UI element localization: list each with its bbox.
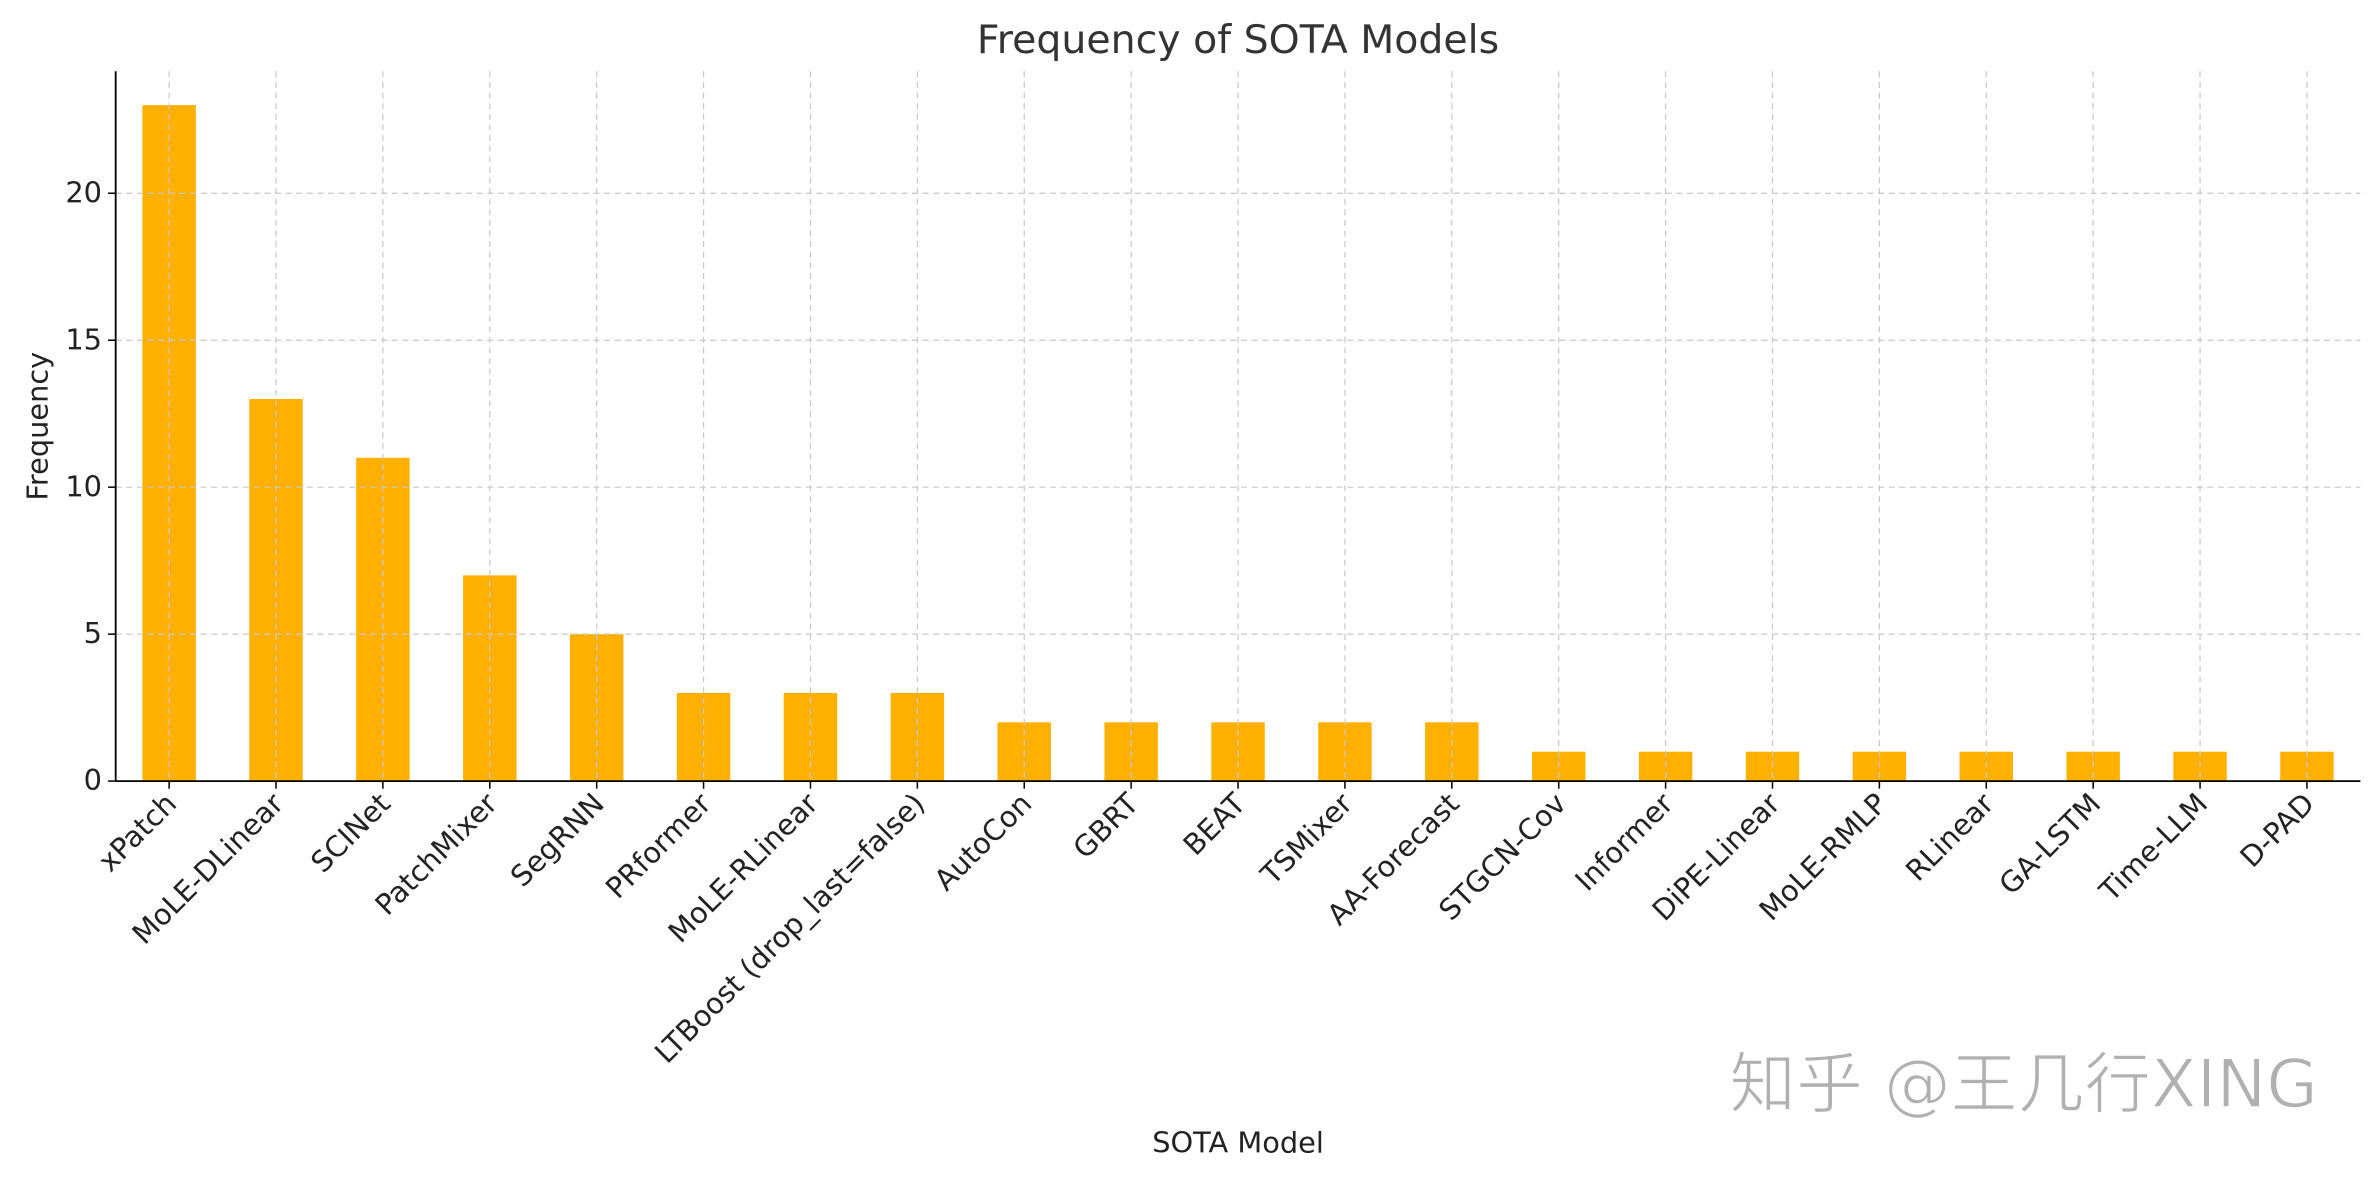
grid-overlay xyxy=(115,71,2361,782)
y-axis-label: Frequency xyxy=(20,352,54,501)
y-tick-label: 0 xyxy=(84,763,102,797)
x-tick-label: GBRT xyxy=(1066,786,1145,865)
x-tick-label: GA-LSTM xyxy=(1992,786,2107,901)
x-axis-label: SOTA Model xyxy=(1152,1126,1324,1160)
y-tick-label: 5 xyxy=(84,616,102,650)
x-tick-label: TSMixer xyxy=(1253,786,1359,892)
x-tick-label: Informer xyxy=(1568,786,1679,897)
watermark: 知乎 @王几行XING xyxy=(1729,1045,2318,1123)
x-tick-label: Time-LLM xyxy=(2092,786,2214,908)
x-tick-label: D-PAD xyxy=(2233,786,2321,874)
x-tick-label: SCINet xyxy=(304,786,397,879)
y-tick-label: 15 xyxy=(65,322,102,356)
chart-title: Frequency of SOTA Models xyxy=(977,17,1499,63)
y-tick-labels: 0 5 10 15 20 xyxy=(65,175,102,797)
bar xyxy=(249,399,303,782)
x-tick-label: AutoCon xyxy=(927,786,1038,897)
x-tick-label: RLinear xyxy=(1899,786,2001,888)
bar xyxy=(890,692,945,782)
y-tick-label: 20 xyxy=(65,175,102,209)
bar xyxy=(783,692,838,782)
bar xyxy=(676,692,731,782)
x-tick-label: xPatch xyxy=(91,786,183,878)
x-tick-label: SegRNN xyxy=(504,786,611,893)
x-tick-label: BEAT xyxy=(1176,786,1252,862)
axes xyxy=(108,71,2361,789)
y-tick-label: 10 xyxy=(65,469,102,503)
